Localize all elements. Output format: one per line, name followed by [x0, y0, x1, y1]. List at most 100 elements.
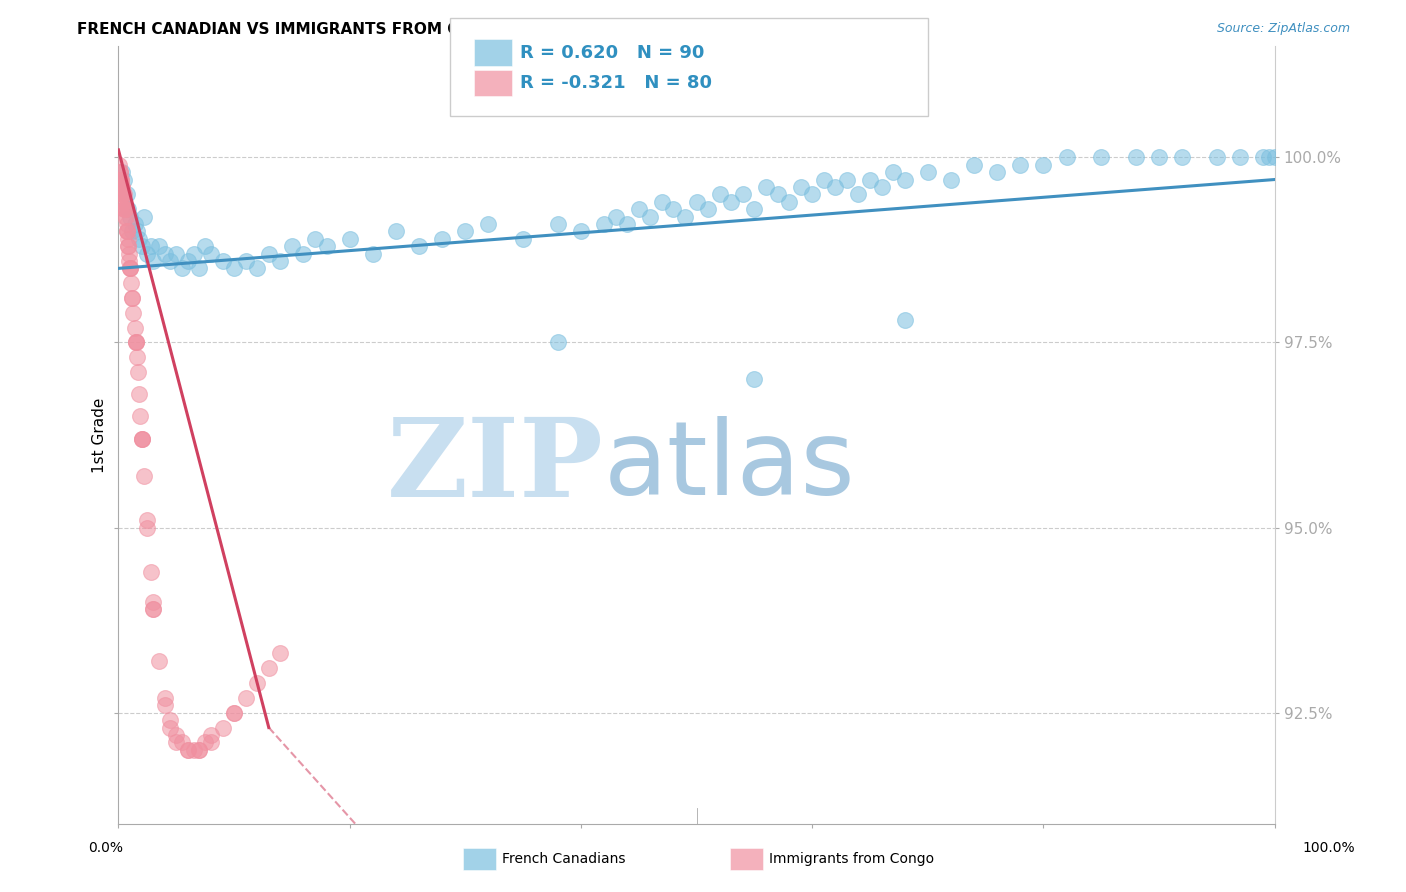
Point: [108, 165, 131, 179]
Point: [917, 165, 939, 179]
Point: [685, 194, 707, 209]
Point: [1125, 150, 1147, 164]
Point: [882, 165, 904, 179]
Point: [115, 217, 138, 231]
Point: [766, 187, 789, 202]
Point: [183, 742, 205, 756]
Point: [640, 210, 662, 224]
Point: [188, 742, 211, 756]
Point: [477, 217, 499, 231]
Point: [125, 335, 148, 350]
Point: [120, 276, 142, 290]
Point: [108, 165, 131, 179]
Point: [115, 187, 138, 202]
Point: [200, 735, 222, 749]
Point: [124, 320, 146, 334]
Point: [132, 468, 155, 483]
Point: [124, 217, 146, 231]
Point: [112, 172, 135, 186]
Point: [148, 239, 170, 253]
Point: [789, 180, 811, 194]
Point: [114, 202, 136, 216]
Point: [153, 698, 176, 713]
Point: [1171, 150, 1194, 164]
Point: [339, 232, 361, 246]
Point: [121, 291, 143, 305]
Point: [593, 217, 616, 231]
Point: [136, 520, 159, 534]
Point: [778, 194, 800, 209]
Point: [651, 194, 673, 209]
Point: [111, 187, 134, 202]
Text: FRENCH CANADIAN VS IMMIGRANTS FROM CONGO 1ST GRADE CORRELATION CHART: FRENCH CANADIAN VS IMMIGRANTS FROM CONGO…: [77, 22, 800, 37]
Point: [148, 654, 170, 668]
Point: [142, 602, 165, 616]
Point: [731, 187, 754, 202]
Point: [142, 594, 165, 608]
Point: [159, 713, 181, 727]
Point: [848, 187, 870, 202]
Point: [408, 239, 430, 253]
Point: [361, 246, 384, 260]
Point: [755, 180, 778, 194]
Point: [963, 158, 986, 172]
Point: [142, 602, 165, 616]
Point: [115, 224, 138, 238]
Point: [108, 172, 131, 186]
Point: [547, 217, 569, 231]
Point: [183, 246, 205, 260]
Point: [662, 202, 685, 216]
Point: [870, 180, 893, 194]
Point: [1206, 150, 1229, 164]
Text: atlas: atlas: [605, 416, 856, 516]
Point: [125, 350, 148, 364]
Point: [246, 261, 269, 276]
Point: [222, 706, 245, 720]
Point: [115, 224, 138, 238]
Point: [744, 202, 766, 216]
Point: [118, 261, 141, 276]
Point: [128, 232, 150, 246]
Point: [118, 210, 141, 224]
Point: [269, 254, 291, 268]
Point: [1010, 158, 1032, 172]
Point: [114, 210, 136, 224]
Point: [110, 180, 132, 194]
Point: [127, 365, 149, 379]
Point: [222, 706, 245, 720]
Point: [111, 165, 134, 179]
Point: [1056, 150, 1078, 164]
Point: [859, 172, 882, 186]
Point: [165, 246, 187, 260]
Point: [170, 735, 193, 749]
Point: [110, 172, 132, 186]
Point: [131, 239, 153, 253]
Point: [709, 187, 731, 202]
Point: [1090, 150, 1112, 164]
Point: [110, 180, 132, 194]
Text: ZIP: ZIP: [387, 413, 605, 520]
Text: R = 0.620   N = 90: R = 0.620 N = 90: [520, 44, 704, 62]
Point: [170, 261, 193, 276]
Point: [111, 180, 134, 194]
Point: [304, 232, 326, 246]
Text: Immigrants from Congo: Immigrants from Congo: [769, 852, 934, 866]
Point: [893, 313, 915, 327]
Point: [1032, 158, 1054, 172]
Point: [125, 335, 148, 350]
Point: [131, 432, 153, 446]
Point: [110, 172, 132, 186]
Point: [177, 742, 200, 756]
Point: [108, 158, 131, 172]
Point: [118, 254, 141, 268]
Point: [824, 180, 846, 194]
Point: [118, 261, 141, 276]
Point: [801, 187, 824, 202]
Point: [200, 246, 222, 260]
Point: [114, 202, 136, 216]
Point: [125, 224, 148, 238]
Point: [177, 254, 200, 268]
Point: [159, 721, 181, 735]
Point: [744, 372, 766, 386]
Point: [986, 165, 1008, 179]
